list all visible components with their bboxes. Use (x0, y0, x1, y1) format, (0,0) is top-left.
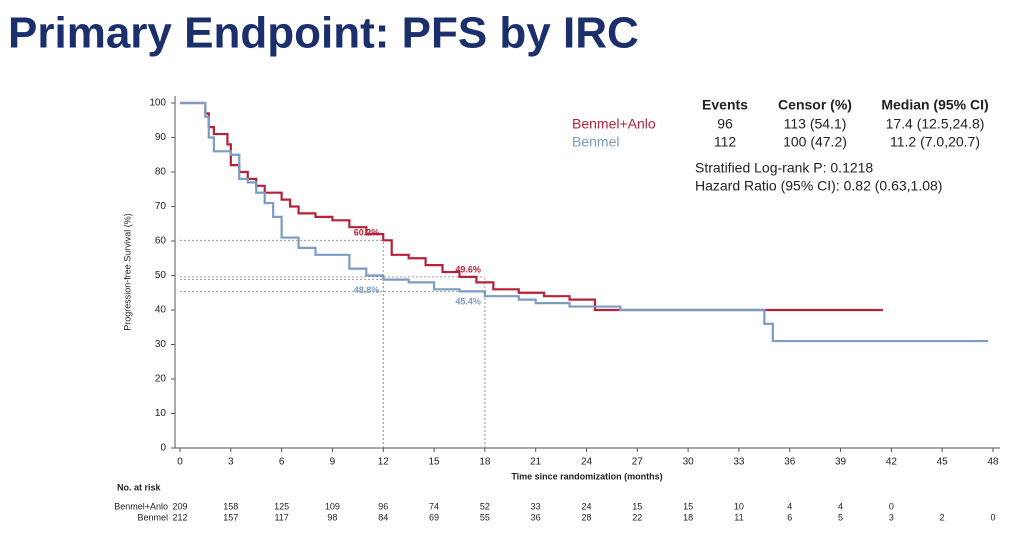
x-tick-label: 15 (429, 457, 441, 468)
risk-count: 10 (734, 501, 744, 511)
y-tick-label: 0 (160, 443, 166, 454)
risk-count: 33 (531, 501, 541, 511)
x-tick-label: 39 (835, 457, 847, 468)
risk-count: 69 (429, 512, 439, 522)
x-tick-label: 6 (279, 457, 285, 468)
risk-count: 209 (172, 501, 187, 511)
x-tick-label: 21 (530, 457, 542, 468)
y-tick-label: 80 (155, 167, 167, 178)
x-tick-label: 27 (632, 457, 644, 468)
x-tick-label: 36 (784, 457, 796, 468)
chart-title: Primary Endpoint: PFS by IRC (8, 9, 639, 58)
risk-count: 0 (990, 512, 995, 522)
y-tick-label: 40 (155, 305, 167, 316)
y-tick-label: 30 (155, 339, 167, 350)
risk-count: 212 (172, 512, 187, 522)
table-cell: 113 (54.1) (784, 116, 847, 132)
y-tick-label: 90 (155, 132, 167, 143)
risk-count: 15 (683, 501, 693, 511)
table-cell: 96 (717, 116, 733, 132)
risk-count: 74 (429, 501, 439, 511)
risk-count: 84 (378, 512, 388, 522)
risk-count: 5 (838, 512, 843, 522)
y-tick-label: 20 (155, 374, 167, 385)
risk-title: No. at risk (117, 482, 162, 492)
x-tick-label: 42 (886, 457, 898, 468)
risk-count: 11 (734, 512, 743, 522)
risk-row-label: Benmel (137, 512, 168, 522)
risk-count: 157 (223, 512, 238, 522)
risk-count: 158 (223, 501, 238, 511)
annotation-label: 48.8% (354, 285, 380, 295)
risk-count: 96 (378, 501, 388, 511)
survival-curve (180, 101, 883, 312)
stats-text: Hazard Ratio (95% CI): 0.82 (0.63,1.08) (695, 178, 942, 194)
x-tick-label: 18 (479, 457, 491, 468)
x-tick-label: 3 (228, 457, 234, 468)
risk-row-label: Benmel+Anlo (114, 501, 168, 511)
table-header: Censor (%) (778, 97, 852, 113)
risk-count: 22 (632, 512, 642, 522)
x-tick-label: 0 (177, 457, 183, 468)
x-axis-label: Time since randomization (months) (511, 471, 662, 481)
x-tick-label: 48 (987, 457, 999, 468)
risk-count: 98 (327, 512, 337, 522)
risk-count: 4 (787, 501, 792, 511)
x-tick-label: 33 (733, 457, 745, 468)
stats-text: Stratified Log-rank P: 0.1218 (695, 160, 873, 176)
table-cell: 100 (47.2) (783, 134, 847, 150)
risk-count: 15 (632, 501, 642, 511)
annotation-label: 45.4% (455, 297, 481, 307)
table-cell: 11.2 (7.0,20.7) (890, 134, 980, 150)
risk-count: 28 (581, 512, 591, 522)
table-cell: 17.4 (12.5,24.8) (886, 116, 985, 132)
risk-count: 109 (325, 501, 340, 511)
y-axis-label: Progression-free Survival (%) (122, 213, 132, 331)
risk-count: 18 (683, 512, 693, 522)
risk-count: 24 (581, 501, 591, 511)
table-header: Events (702, 97, 748, 113)
risk-count: 36 (531, 512, 541, 522)
y-tick-label: 50 (155, 270, 167, 281)
x-tick-label: 12 (378, 457, 390, 468)
risk-count: 0 (889, 501, 894, 511)
risk-count: 6 (787, 512, 792, 522)
annotation-label: 49.6% (455, 264, 481, 274)
risk-count: 2 (940, 512, 945, 522)
legend-label: Benmel+Anlo (572, 116, 656, 132)
y-tick-label: 100 (149, 98, 166, 109)
x-tick-label: 30 (683, 457, 695, 468)
x-tick-label: 9 (330, 457, 336, 468)
survival-curve (180, 101, 988, 343)
risk-count: 55 (480, 512, 490, 522)
legend-label: Benmel (572, 134, 619, 150)
x-tick-label: 45 (937, 457, 949, 468)
y-tick-label: 60 (155, 236, 167, 247)
y-tick-label: 10 (155, 408, 167, 419)
y-tick-label: 70 (155, 201, 167, 212)
table-cell: 112 (714, 134, 737, 150)
risk-count: 4 (838, 501, 843, 511)
risk-count: 52 (480, 501, 490, 511)
risk-count: 125 (274, 501, 289, 511)
risk-count: 117 (274, 512, 288, 522)
risk-count: 3 (889, 512, 894, 522)
table-header: Median (95% CI) (881, 97, 988, 113)
x-tick-label: 24 (581, 457, 593, 468)
